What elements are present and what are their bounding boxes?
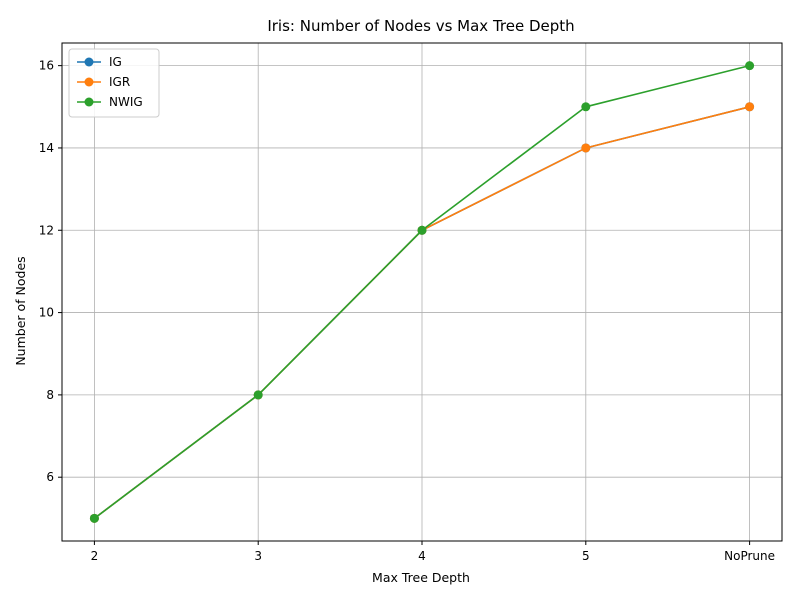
- legend-label: IGR: [109, 75, 130, 89]
- legend-marker: [84, 57, 94, 67]
- chart-title: Iris: Number of Nodes vs Max Tree Depth: [267, 17, 574, 35]
- data-point-nwig: [417, 225, 427, 235]
- data-point-igr: [745, 102, 755, 112]
- x-tick-label: 4: [418, 549, 426, 563]
- series-layer: [89, 61, 755, 523]
- legend-item: NWIG: [77, 95, 143, 109]
- y-tick-label: 10: [39, 306, 54, 320]
- x-axis: 2 3 4 5 NoPrune: [91, 541, 775, 563]
- x-tick-label: 2: [91, 549, 99, 563]
- legend-item: IGR: [77, 75, 130, 89]
- x-tick-label: NoPrune: [724, 549, 775, 563]
- legend-item: IG: [77, 55, 122, 69]
- legend-marker: [84, 77, 94, 87]
- x-tick-label: 5: [582, 549, 590, 563]
- y-axis-label: Number of Nodes: [13, 256, 28, 365]
- y-tick-label: 6: [46, 470, 54, 484]
- x-tick-label: 3: [254, 549, 262, 563]
- legend-label: NWIG: [109, 95, 143, 109]
- data-point-nwig: [581, 102, 591, 112]
- legend: IG IGR NWIG: [68, 48, 160, 118]
- y-tick-label: 14: [39, 141, 54, 155]
- x-axis-label: Max Tree Depth: [372, 570, 470, 585]
- grid-layer: [62, 43, 782, 541]
- data-point-nwig: [745, 61, 755, 71]
- data-point-igr: [581, 143, 591, 153]
- legend-label: IG: [109, 55, 122, 69]
- y-tick-label: 8: [46, 388, 54, 402]
- y-tick-label: 12: [39, 223, 54, 237]
- y-axis: 6 8 10 12 14 16: [39, 59, 62, 484]
- data-point-nwig: [89, 513, 99, 523]
- y-tick-label: 16: [39, 59, 54, 73]
- legend-marker: [84, 97, 94, 107]
- data-point-nwig: [253, 390, 263, 400]
- series-nwig: [89, 61, 755, 523]
